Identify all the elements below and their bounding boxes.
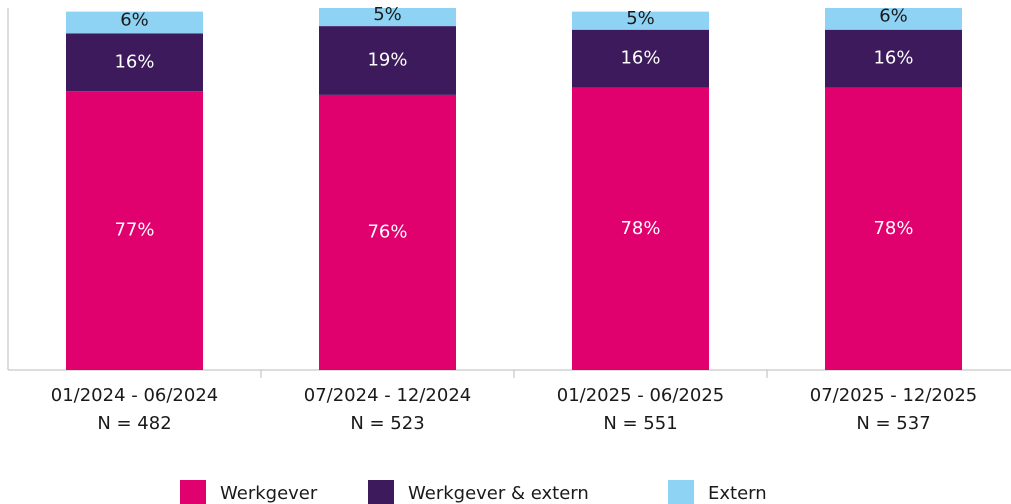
bar-segment	[66, 91, 203, 370]
value-label: 78%	[620, 218, 660, 239]
value-label: 5%	[373, 4, 402, 25]
bar-segment	[66, 33, 203, 92]
value-label: 5%	[626, 8, 655, 29]
x-tick-count: N = 551	[603, 413, 677, 434]
bar-segment	[572, 29, 709, 88]
bar-segment	[572, 87, 709, 370]
legend-label: Werkgever	[220, 483, 318, 504]
value-label: 77%	[114, 220, 154, 241]
legend-label: Extern	[708, 483, 767, 504]
x-tick-count: N = 537	[856, 413, 930, 434]
bar-segment	[66, 11, 203, 34]
value-label: 6%	[120, 9, 149, 30]
legend-swatch	[668, 480, 694, 504]
bar-segment	[319, 8, 456, 27]
x-tick-count: N = 523	[350, 413, 424, 434]
bar-segment	[319, 94, 456, 370]
x-tick-label: 01/2024 - 06/2024	[51, 385, 219, 406]
value-label: 16%	[620, 48, 660, 69]
value-label: 78%	[873, 218, 913, 239]
x-tick-label: 07/2024 - 12/2024	[304, 385, 472, 406]
bar-segment	[825, 8, 962, 30]
legend-swatch	[368, 480, 394, 504]
x-tick-count: N = 482	[97, 413, 171, 434]
value-label: 76%	[367, 221, 407, 242]
bar-segment	[572, 11, 709, 30]
bar-segment	[825, 29, 962, 88]
value-label: 16%	[114, 51, 154, 72]
value-label: 19%	[367, 49, 407, 70]
x-tick-label: 07/2025 - 12/2025	[810, 385, 978, 406]
value-label: 16%	[873, 48, 913, 69]
legend-label: Werkgever & extern	[408, 483, 589, 504]
value-label: 6%	[879, 6, 908, 27]
bar-segment	[825, 87, 962, 370]
bar-segment	[319, 26, 456, 95]
legend-swatch	[180, 480, 206, 504]
x-tick-label: 01/2025 - 06/2025	[557, 385, 725, 406]
